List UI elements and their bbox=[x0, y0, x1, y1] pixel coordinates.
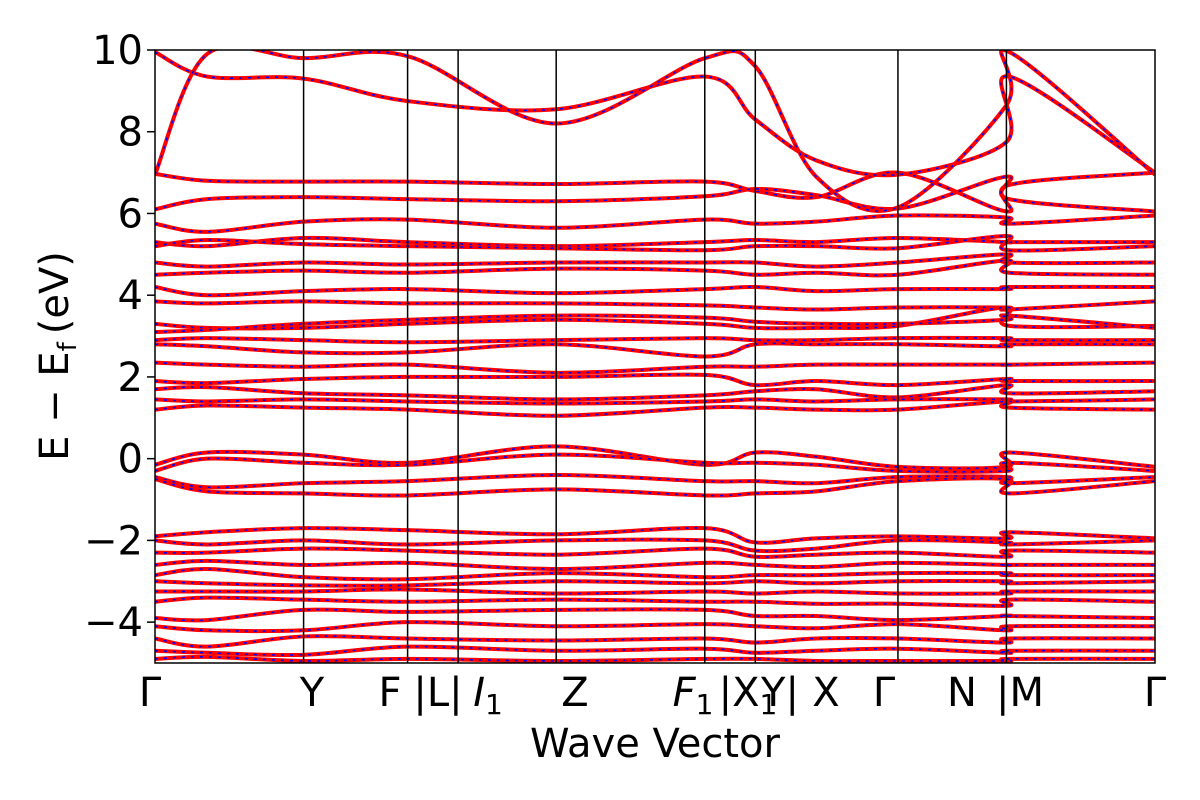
y-tick-label: 6 bbox=[118, 191, 143, 237]
band-line-red bbox=[155, 335, 1155, 345]
x-tick-label: |M bbox=[996, 670, 1044, 716]
x-tick-label: |L| bbox=[413, 670, 462, 716]
x-tick-label: F1 bbox=[673, 670, 714, 721]
band-line-blue bbox=[155, 337, 1155, 343]
band-line-red bbox=[155, 546, 1155, 559]
x-tick-label: N bbox=[947, 670, 977, 716]
band-line-red bbox=[155, 579, 1155, 588]
y-axis-label-unit: (eV) bbox=[32, 251, 78, 334]
band-line-blue bbox=[155, 538, 1155, 552]
y-tick-label: 0 bbox=[118, 437, 143, 483]
y-tick-label: 4 bbox=[118, 273, 143, 319]
y-tick-label: 8 bbox=[118, 110, 143, 156]
y-axis-label-subscript: f bbox=[53, 341, 83, 351]
band-line-blue bbox=[155, 50, 1155, 212]
x-axis-label: Wave Vector bbox=[530, 721, 781, 767]
y-tick-label: −4 bbox=[84, 600, 143, 646]
band-line-red bbox=[155, 620, 1155, 634]
band-line-blue bbox=[155, 621, 1155, 632]
band-line-blue bbox=[155, 568, 1155, 581]
band-line-blue bbox=[155, 645, 1155, 656]
band-line-blue bbox=[155, 171, 1155, 213]
band-line-blue bbox=[155, 588, 1155, 595]
band-line-blue bbox=[155, 361, 1155, 374]
plot-frame bbox=[154, 49, 1156, 664]
band-line-red bbox=[155, 558, 1155, 572]
x-tick-label: Γ bbox=[873, 670, 896, 716]
band-line-blue bbox=[155, 608, 1155, 622]
x-tick-label: |X1 bbox=[719, 670, 778, 721]
band-line-red bbox=[155, 360, 1155, 375]
x-tick-label: Γ bbox=[1144, 670, 1167, 716]
y-tick-label: 2 bbox=[118, 355, 143, 401]
band-line-blue bbox=[155, 51, 1155, 177]
x-tick-label: Y bbox=[299, 670, 325, 716]
band-line-red bbox=[155, 50, 1155, 178]
band-line-red bbox=[155, 587, 1155, 596]
kpath-lines-group bbox=[302, 50, 1008, 663]
y-tick-label: 10 bbox=[92, 28, 143, 74]
band-line-blue bbox=[155, 237, 1155, 248]
x-tick-label: I1 bbox=[473, 670, 503, 721]
y-ticks-group: −4 −2 0 2 4 6 8 10 bbox=[84, 28, 155, 646]
band-line-red bbox=[155, 644, 1155, 658]
x-tick-label: X bbox=[812, 670, 839, 716]
band-line-blue bbox=[155, 635, 1155, 648]
band-line-blue bbox=[155, 560, 1155, 570]
band-line-blue bbox=[155, 373, 1155, 387]
x-tick-label: Γ bbox=[139, 670, 162, 716]
x-tick-label: F bbox=[378, 670, 401, 716]
band-line-blue bbox=[155, 286, 1155, 297]
x-tick-label: Z bbox=[561, 670, 588, 716]
x-tick-label: Y| bbox=[760, 670, 799, 716]
band-line-blue bbox=[155, 656, 1155, 662]
band-line-blue bbox=[155, 580, 1155, 587]
band-line-red bbox=[155, 476, 1155, 498]
y-tick-label: −2 bbox=[84, 518, 143, 564]
y-axis-label: E − Ef (eV) bbox=[32, 251, 83, 461]
band-line-red bbox=[155, 654, 1155, 663]
y-axis-label-main: E − E bbox=[32, 351, 78, 461]
x-ticks-group: Γ Y F |L| I1 Z F1 |X1Y| X Γ N |M Γ bbox=[139, 670, 1167, 721]
bands-group bbox=[155, 50, 1155, 663]
